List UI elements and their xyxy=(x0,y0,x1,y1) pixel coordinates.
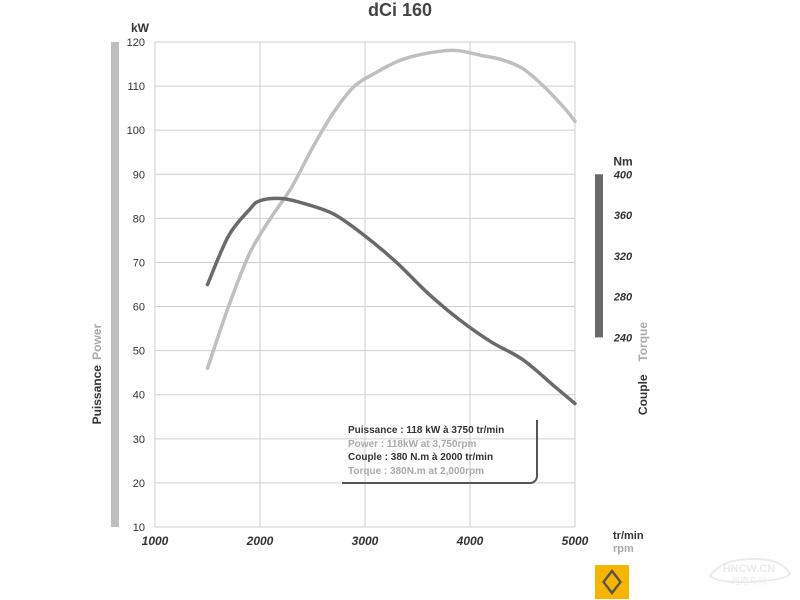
ytick-left: 50 xyxy=(133,346,145,358)
yright-unit: Nm xyxy=(613,154,632,168)
ytick-right: 400 xyxy=(613,169,633,181)
ytick-left: 110 xyxy=(127,81,145,93)
ytick-right: 360 xyxy=(614,210,633,222)
ytick-right: 320 xyxy=(614,251,633,263)
ytick-left: 120 xyxy=(127,37,145,49)
ytick-left: 100 xyxy=(127,125,145,137)
ytick-left: 20 xyxy=(133,478,145,490)
ytick-left: 40 xyxy=(133,390,145,402)
xtick: 4000 xyxy=(456,534,484,548)
ytick-left: 90 xyxy=(133,169,145,181)
ytick-left: 60 xyxy=(133,302,145,314)
yleft-bar xyxy=(111,42,119,527)
xaxis-label-en: rpm xyxy=(613,543,634,555)
watermark-text: HNCW.CN xyxy=(723,563,776,575)
xaxis-label-fr: tr/min xyxy=(613,530,644,542)
ytick-left: 30 xyxy=(133,434,145,446)
xtick: 1000 xyxy=(142,534,169,548)
ytick-right: 240 xyxy=(613,332,633,344)
series-power xyxy=(208,50,576,368)
yright-bar xyxy=(595,174,603,337)
info-line: Puissance : 118 kW à 3750 tr/min xyxy=(348,424,524,438)
info-line: Couple : 380 N.m à 2000 tr/min xyxy=(348,451,524,465)
ytick-left: 80 xyxy=(133,213,145,225)
info-box: Puissance : 118 kW à 3750 tr/minPower : … xyxy=(340,418,532,484)
xtick: 2000 xyxy=(246,534,274,548)
ytick-left: 10 xyxy=(133,522,145,534)
chart-root: dCi 160 10 20 30 40 50 60 70 80 90 100 110 120 1000 20… xyxy=(0,0,800,600)
yright-label-en: Torque xyxy=(636,322,650,362)
ytick-left: 70 xyxy=(133,257,145,269)
info-line: Power : 118kW at 3,750rpm xyxy=(348,438,524,452)
yleft-label-fr: Puissance xyxy=(90,365,104,425)
watermark: HNCW.CN 河南车网 xyxy=(704,552,794,588)
chart-title: dCi 160 xyxy=(368,0,432,20)
xtick: 5000 xyxy=(562,534,589,548)
ytick-right: 280 xyxy=(613,292,633,304)
yleft-unit: kW xyxy=(131,21,150,35)
yright-label-fr: Couple xyxy=(636,374,650,415)
chart-svg: dCi 160 10 20 30 40 50 60 70 80 90 100 110 120 1000 20… xyxy=(0,0,800,600)
watermark-sub: 河南车网 xyxy=(731,575,767,586)
yleft-label-en: Power xyxy=(90,323,104,359)
xtick: 3000 xyxy=(352,534,379,548)
info-line: Torque : 380N.m at 2,000rpm xyxy=(348,465,524,479)
